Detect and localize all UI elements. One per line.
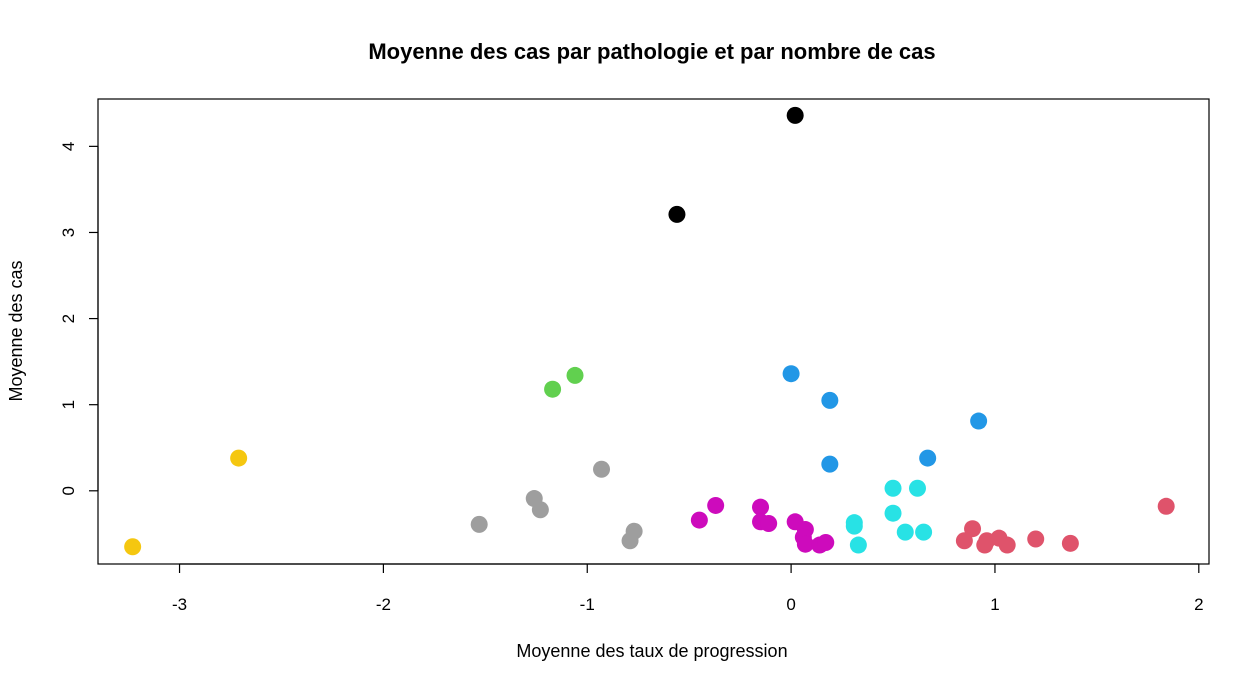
data-point: [970, 412, 988, 430]
data-point: [782, 365, 800, 383]
data-point: [821, 455, 839, 473]
data-point: [544, 380, 562, 398]
chart-title: Moyenne des cas par pathologie et par no…: [368, 39, 935, 64]
data-point: [621, 532, 639, 550]
data-point: [760, 515, 778, 533]
x-tick-label: -2: [376, 595, 391, 614]
data-point: [593, 460, 611, 478]
y-tick-label: 3: [59, 228, 78, 237]
data-point: [566, 366, 584, 384]
data-point: [786, 106, 804, 124]
data-point: [1027, 530, 1045, 548]
x-axis: -3 -2 -1 0 1 2: [172, 563, 1204, 614]
data-point: [908, 479, 926, 497]
data-point: [845, 517, 863, 535]
data-point: [955, 532, 973, 550]
x-tick-label: 0: [786, 595, 795, 614]
data-point: [470, 515, 488, 533]
y-tick-label: 1: [59, 400, 78, 409]
y-axis-label: Moyenne des cas: [6, 260, 26, 401]
data-point: [531, 501, 549, 519]
data-point: [998, 536, 1016, 554]
x-tick-label: 2: [1194, 595, 1203, 614]
plot-area: [97, 98, 1210, 565]
x-tick-label: 1: [990, 595, 999, 614]
data-point: [821, 391, 839, 409]
data-point: [915, 523, 933, 541]
data-point: [707, 496, 725, 514]
data-point: [796, 535, 814, 553]
data-point: [752, 498, 770, 516]
data-point: [817, 533, 835, 551]
data-point: [1157, 497, 1175, 515]
data-point: [964, 520, 982, 538]
y-tick-label: 2: [59, 314, 78, 323]
y-axis: 0 1 2 3 4: [59, 142, 99, 496]
data-point: [976, 536, 994, 554]
data-point: [668, 205, 686, 223]
x-tick-label: -3: [172, 595, 187, 614]
x-tick-label: -1: [580, 595, 595, 614]
data-point: [230, 449, 248, 467]
data-point: [919, 449, 937, 467]
data-point: [849, 536, 867, 554]
y-tick-label: 0: [59, 486, 78, 495]
data-point: [896, 523, 914, 541]
data-point: [690, 511, 708, 529]
data-point: [884, 479, 902, 497]
data-point: [124, 538, 142, 556]
y-tick-label: 4: [59, 142, 78, 151]
data-point: [1061, 534, 1079, 552]
data-point: [884, 504, 902, 522]
data-points: [124, 106, 1175, 556]
x-axis-label: Moyenne des taux de progression: [516, 641, 787, 661]
